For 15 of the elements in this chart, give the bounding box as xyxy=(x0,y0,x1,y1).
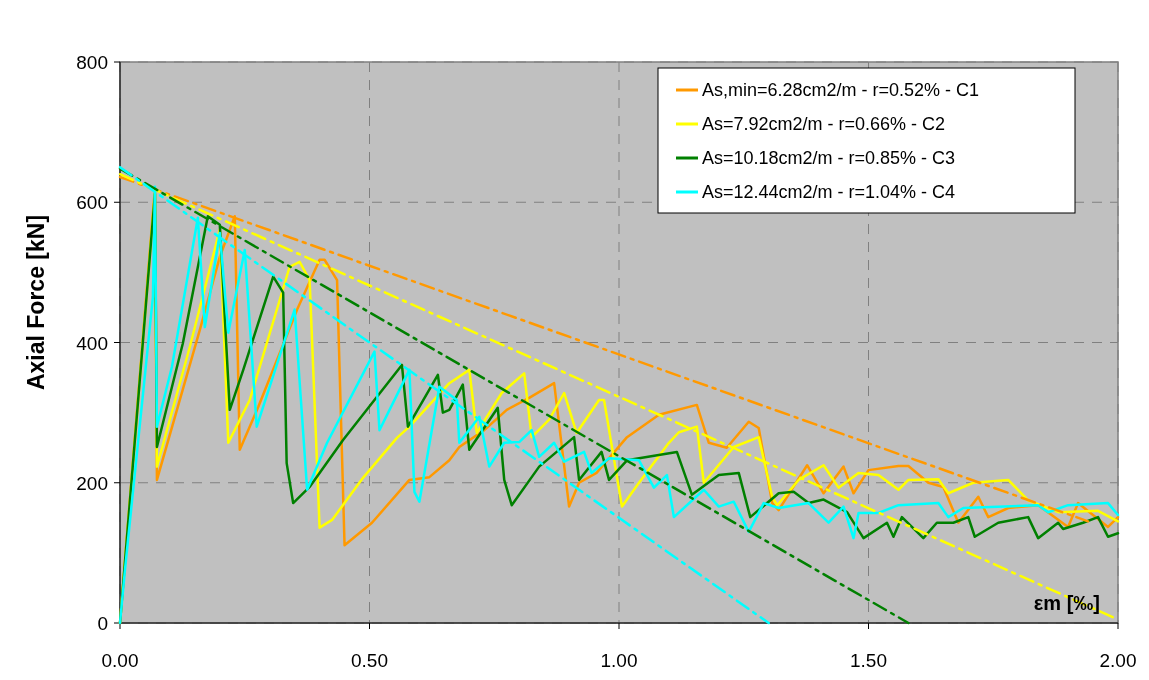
y-tick-label: 800 xyxy=(76,52,108,73)
y-tick-label: 400 xyxy=(76,332,108,354)
legend-label: As=12.44cm2/m - r=1.04% - C4 xyxy=(702,182,956,202)
legend-label: As=10.18cm2/m - r=0.85% - C3 xyxy=(702,148,956,168)
legend-label: As=7.92cm2/m - r=0.66% - C2 xyxy=(702,114,946,134)
x-tick-label: 0.50 xyxy=(351,650,388,671)
x-tick-label: 1.00 xyxy=(600,650,638,671)
y-tick-label: 600 xyxy=(76,192,108,214)
y-tick-label: 200 xyxy=(76,472,108,494)
y-axis-title: Axial Force [kN] xyxy=(23,214,49,391)
x-tick-label: 1.50 xyxy=(850,650,887,671)
x-tick-label: 2.00 xyxy=(1099,650,1137,671)
x-tick-label: 0.00 xyxy=(101,650,139,671)
legend-label: As,min=6.28cm2/m - r=0.52% - C1 xyxy=(702,80,980,100)
y-tick-label: 0 xyxy=(97,613,108,634)
